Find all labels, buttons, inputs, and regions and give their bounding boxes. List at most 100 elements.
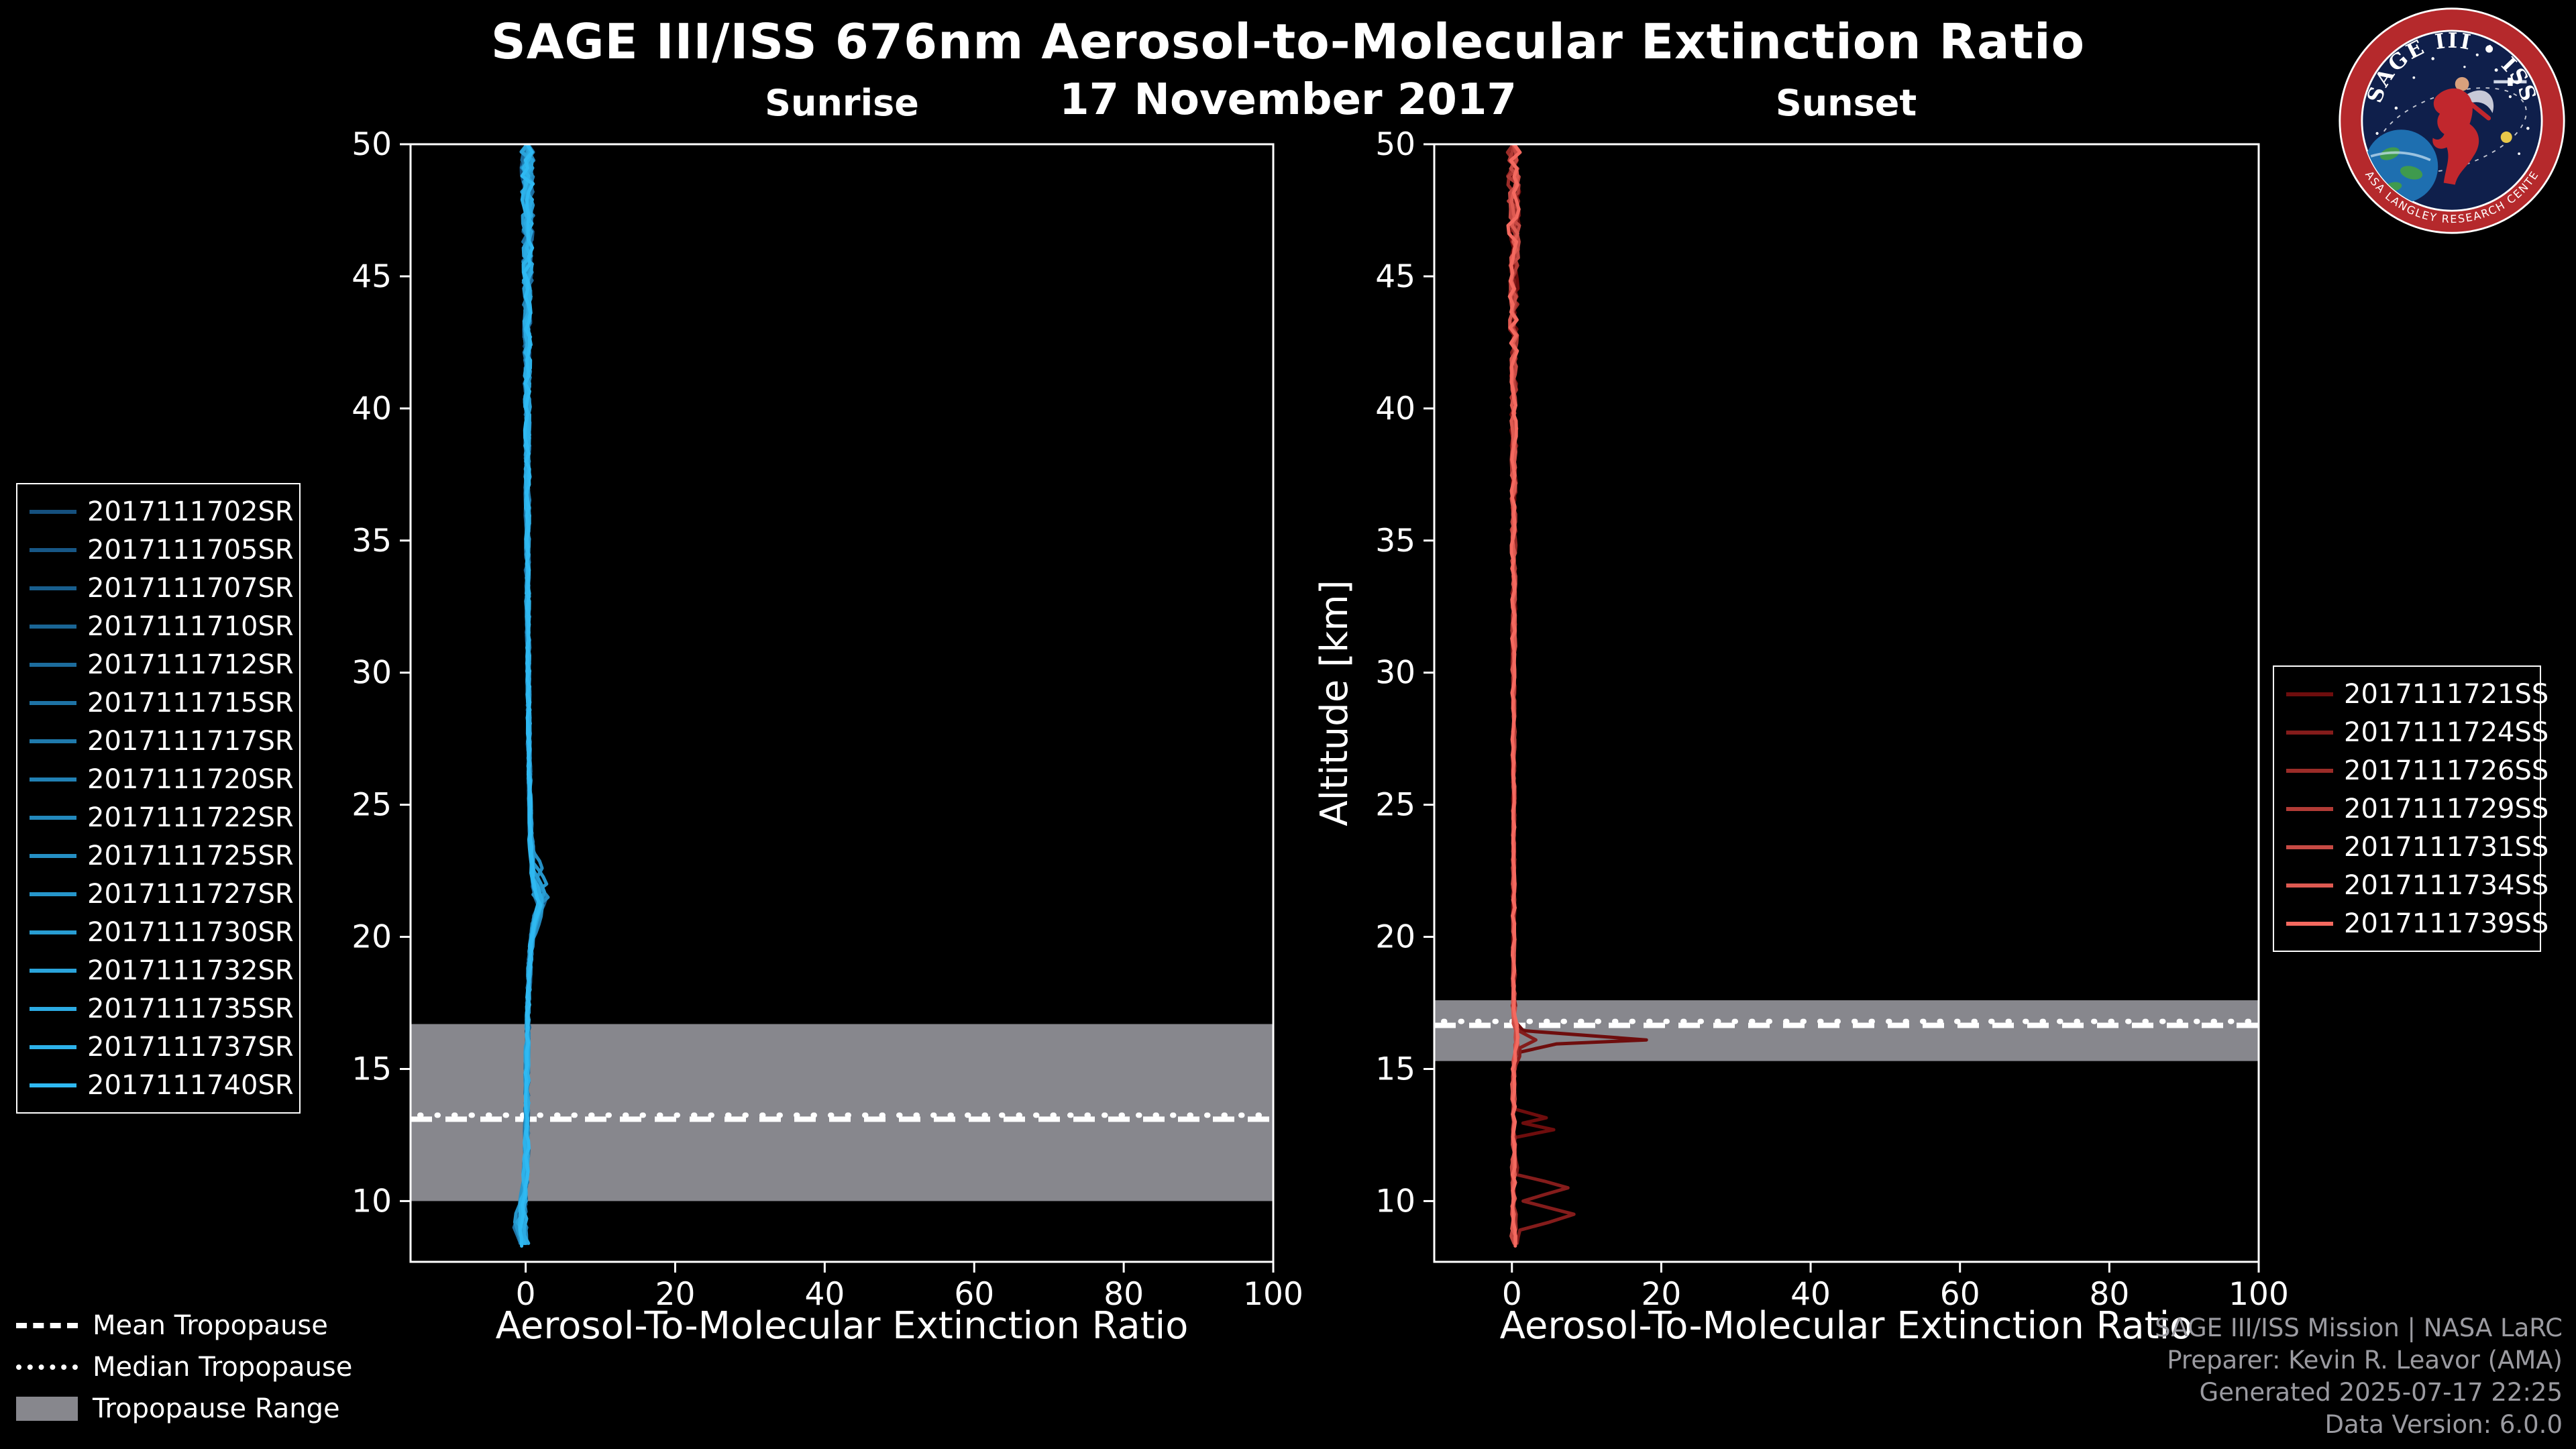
legend-line-sample bbox=[2286, 845, 2333, 849]
legend-label: 2017111715SR bbox=[87, 687, 294, 718]
dashed-line-sample bbox=[16, 1323, 78, 1328]
legend-line-sample bbox=[2286, 692, 2333, 696]
x-tick-label: 100 bbox=[1243, 1276, 1303, 1313]
legend-item: 2017111710SR bbox=[30, 607, 294, 645]
legend-label: 2017111710SR bbox=[87, 610, 294, 642]
y-tick-label: 50 bbox=[1375, 126, 1415, 163]
plot-frame bbox=[409, 143, 1275, 1263]
legend-label: 2017111724SS bbox=[2344, 716, 2549, 748]
legend-item: 2017111725SR bbox=[30, 837, 294, 875]
legend-label: 2017111721SS bbox=[2344, 678, 2549, 710]
legend-item: 2017111727SR bbox=[30, 875, 294, 913]
y-tick-label: 35 bbox=[352, 523, 392, 559]
profile-2017111739SS bbox=[1506, 144, 1522, 1248]
legend-item: 2017111724SS bbox=[2286, 713, 2548, 751]
dotted-line-sample bbox=[16, 1364, 78, 1370]
x-tick-label: 0 bbox=[1502, 1276, 1522, 1313]
chart-title: SAGE III/ISS 676nm Aerosol-to-Molecular … bbox=[490, 13, 2086, 70]
legend-label: 2017111740SR bbox=[87, 1069, 294, 1101]
legend-item: 2017111720SR bbox=[30, 760, 294, 798]
y-axis-label-sunset: Altitude [km] bbox=[1313, 580, 1356, 826]
legend-line-sample bbox=[30, 968, 76, 973]
legend-line-sample bbox=[30, 777, 76, 782]
legend-label: 2017111722SR bbox=[87, 802, 294, 833]
y-tick-label: 45 bbox=[352, 258, 392, 295]
sage-iii-iss-logo-icon: SAGE III • ISS NASA LANGLEY RESEARCH CEN… bbox=[2338, 7, 2565, 234]
legend-item: 2017111732SR bbox=[30, 951, 294, 989]
legend-line-sample bbox=[2286, 921, 2333, 926]
legend-line-sample bbox=[30, 547, 76, 552]
y-tick-label: 40 bbox=[1375, 390, 1415, 427]
y-tick-label: 15 bbox=[352, 1051, 392, 1087]
legend-item: 2017111740SR bbox=[30, 1066, 294, 1104]
y-tick-label: 45 bbox=[1375, 258, 1415, 295]
legend-item: 2017111715SR bbox=[30, 684, 294, 722]
legend-label: 2017111732SR bbox=[87, 955, 294, 986]
plot-frame bbox=[1433, 143, 2260, 1263]
y-tick-label: 10 bbox=[352, 1183, 392, 1220]
allegorical-figure-icon bbox=[2432, 76, 2494, 185]
legend-item: 2017111705SR bbox=[30, 531, 294, 569]
panel-sunset: 0 20 40 60 80 100 10 15 20 25 30 35 40 45 50 bbox=[1375, 126, 2289, 1313]
legend-line-sample bbox=[2286, 730, 2333, 735]
legend-item: 2017111721SS bbox=[2286, 675, 2548, 713]
legend-line-sample bbox=[30, 509, 76, 514]
legend-label: 2017111729SS bbox=[2344, 793, 2549, 824]
y-tick-label: 25 bbox=[352, 787, 392, 824]
y-tick-label: 50 bbox=[352, 126, 392, 163]
profile-2017111740SR bbox=[518, 144, 543, 1248]
legend-label: Mean Tropopause bbox=[93, 1310, 328, 1341]
legend-sunrise: 2017111702SR 2017111705SR 2017111707SR 2017… bbox=[16, 483, 301, 1114]
legend-label: 2017111739SS bbox=[2344, 908, 2549, 939]
legend-line-sample bbox=[2286, 883, 2333, 888]
legend-label: 2017111726SS bbox=[2344, 755, 2549, 786]
legend-line-sample bbox=[30, 1044, 76, 1049]
legend-label: 2017111717SR bbox=[87, 725, 294, 757]
legend-item: 2017111707SR bbox=[30, 569, 294, 607]
legend-label: 2017111735SR bbox=[87, 993, 294, 1024]
legend-label: 2017111725SR bbox=[87, 840, 294, 871]
panel-title-sunrise: Sunrise bbox=[765, 82, 919, 124]
legend-item: 2017111717SR bbox=[30, 722, 294, 760]
credits-data-version: Data Version: 6.0.0 bbox=[2324, 1409, 2563, 1439]
credits-generated: Generated 2025-07-17 22:25 bbox=[2199, 1377, 2563, 1407]
y-tick-label: 40 bbox=[352, 390, 392, 427]
legend-line-sample bbox=[30, 662, 76, 667]
y-tick-label: 10 bbox=[1375, 1183, 1415, 1220]
legend-item: 2017111726SS bbox=[2286, 751, 2548, 790]
legend-label: 2017111731SS bbox=[2344, 831, 2549, 863]
tropopause-legend: Mean Tropopause Median Tropopause Tropop… bbox=[16, 1309, 352, 1425]
gray-band-sample bbox=[16, 1397, 78, 1421]
legend-item: 2017111734SS bbox=[2286, 866, 2548, 904]
legend-item: 2017111712SR bbox=[30, 645, 294, 684]
legend-label: 2017111734SS bbox=[2344, 869, 2549, 901]
legend-item: 2017111729SS bbox=[2286, 790, 2548, 828]
legend-item: 2017111731SS bbox=[2286, 828, 2548, 866]
y-tick-label: 15 bbox=[1375, 1051, 1415, 1087]
x-axis-label-sunset: Aerosol-To-Molecular Extinction Ratio bbox=[1499, 1304, 2193, 1348]
legend-sunset: 2017111721SS 2017111724SS 2017111726SS 2017… bbox=[2273, 665, 2548, 952]
legend-line-sample bbox=[30, 739, 76, 743]
legend-line-sample bbox=[30, 853, 76, 858]
x-tick-label: 40 bbox=[1790, 1276, 1831, 1313]
legend-item: 2017111739SS bbox=[2286, 904, 2548, 943]
y-tick-label: 35 bbox=[1375, 523, 1415, 559]
legend-line-sample bbox=[2286, 806, 2333, 811]
tropopause-range-band bbox=[411, 1024, 1273, 1201]
panel-sunrise: 0 20 40 60 80 100 10 15 20 25 30 35 40 45 50 bbox=[352, 126, 1303, 1313]
y-tick-label: 20 bbox=[352, 919, 392, 956]
x-tick-label: 40 bbox=[804, 1276, 845, 1313]
legend-item: 2017111722SR bbox=[30, 798, 294, 837]
legend-line-sample bbox=[30, 624, 76, 629]
legend-label: 2017111720SR bbox=[87, 763, 294, 795]
chart-date: 17 November 2017 bbox=[1059, 75, 1517, 125]
legend-item: 2017111737SR bbox=[30, 1028, 294, 1066]
legend-label: 2017111737SR bbox=[87, 1031, 294, 1063]
legend-label: Median Tropopause bbox=[93, 1352, 353, 1383]
legend-item-median-tropopause: Median Tropopause bbox=[16, 1351, 352, 1383]
x-tick-label: 100 bbox=[2229, 1276, 2289, 1313]
credits-mission: SAGE III/ISS Mission | NASA LaRC bbox=[2155, 1313, 2563, 1342]
iss-satellite-icon bbox=[2493, 77, 2527, 87]
